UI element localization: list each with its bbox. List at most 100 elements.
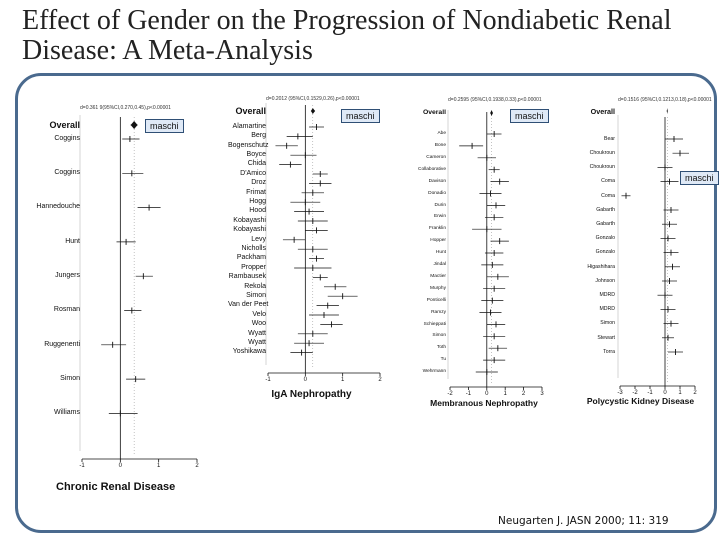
study-label: Erwin <box>434 214 446 220</box>
plot-title: Polycystic Kidney Disease <box>586 396 695 406</box>
overall-estimate-diamond <box>310 108 316 114</box>
study-label: Simon <box>432 333 446 339</box>
plot-title: IgA Nephropathy <box>271 389 352 400</box>
x-tick-label: 2 <box>521 391 526 397</box>
x-tick-label: -1 <box>647 390 653 396</box>
study-label: Hunt <box>435 250 446 256</box>
study-label: Nicholls <box>241 245 266 252</box>
study-label: Cameron <box>426 154 446 160</box>
slide-title: Effect of Gender on the Progression of N… <box>22 5 672 66</box>
study-label: Schieppati <box>423 321 446 327</box>
plot-stat-line: d=0.2595 (95%CI,0.1938,0.33),p<0.00001 <box>448 97 542 103</box>
maschi-badge: maschi <box>145 119 184 133</box>
study-label: Tu <box>440 357 446 363</box>
plot-stat-line: d=0.361 9(95%CI,0.270,0.45),p<0.00001 <box>80 105 171 111</box>
study-label: Rosman <box>53 306 80 314</box>
study-label: Choukroun <box>589 164 615 171</box>
x-tick-label: 1 <box>503 391 507 397</box>
study-label: Toth <box>436 345 446 351</box>
x-tick-label: -2 <box>447 391 453 397</box>
study-label: Levy <box>251 235 266 243</box>
study-label: Mactier <box>430 273 446 279</box>
x-tick-label: -1 <box>79 463 85 469</box>
study-label: Jungers <box>55 272 80 279</box>
study-label: Rekola <box>244 282 266 290</box>
study-label: Kobayashi <box>233 216 266 224</box>
study-label: Van der Peet <box>228 301 269 309</box>
study-label: Rambausek <box>228 273 266 281</box>
maschi-badge: maschi <box>680 171 719 185</box>
x-tick-label: 1 <box>340 377 345 383</box>
study-label: Bogenschutz <box>228 141 269 149</box>
plot-title: Membranous Nephropathy <box>430 398 538 408</box>
forest-plot-membranous-nephropathy: d=0.2595 (95%CI,0.1938,0.33),p<0.00001 M… <box>402 93 566 413</box>
study-label: Gonzalo <box>595 235 615 242</box>
forest-plot-iga-nephropathy: d=0.2012 (95%CI,0.1529,0.26),p<0.00001 I… <box>228 93 395 413</box>
study-label: Coggins <box>54 169 80 177</box>
maschi-badge: maschi <box>510 109 549 123</box>
study-label: Ruggenenti <box>44 340 80 348</box>
study-label: Hopper <box>430 238 446 244</box>
study-label: Collaborative <box>418 166 446 172</box>
x-tick-label: -1 <box>265 377 271 383</box>
study-label: Gabarth <box>596 206 615 213</box>
x-tick-label: -3 <box>617 390 623 396</box>
study-label: Williams <box>53 409 80 417</box>
x-tick-label: 1 <box>156 463 161 469</box>
study-label: Hood <box>249 207 266 215</box>
overall-label: Overall <box>590 106 615 116</box>
maschi-badge: maschi <box>341 109 380 123</box>
study-label: Gonzalo <box>595 249 615 256</box>
forest-plot-svg <box>265 103 381 376</box>
x-tick-label: -2 <box>632 390 638 396</box>
study-label: Ramzy <box>431 309 446 315</box>
x-tick-label: 0 <box>303 377 307 383</box>
study-label: Alamartine <box>232 122 266 130</box>
study-label: Berg <box>251 132 266 140</box>
study-label: Chida <box>247 160 266 168</box>
study-label: Hannedouche <box>36 203 80 211</box>
overall-estimate-diamond <box>130 121 138 129</box>
study-label: Choukroun <box>589 150 615 157</box>
study-label: Higashihara <box>587 263 615 270</box>
study-label: Durin <box>434 202 446 208</box>
study-label: Hogg <box>249 198 266 205</box>
citation: Neugarten J. JASN 2000; 11: 319 <box>498 515 669 527</box>
study-label: Simon <box>600 320 615 327</box>
x-tick-label: 0 <box>485 391 489 397</box>
x-tick-label: 0 <box>118 463 122 469</box>
study-label: Simon <box>60 374 80 382</box>
study-label: Packham <box>236 254 266 262</box>
study-label: Wyatt <box>248 329 266 337</box>
study-label: Simon <box>246 292 266 299</box>
study-label: Johnson <box>595 277 615 284</box>
overall-label: Overall <box>235 105 266 116</box>
study-label: Franklin <box>428 226 446 232</box>
overall-label: Overall <box>422 108 446 116</box>
study-label: Coggins <box>54 134 80 142</box>
study-label: Abe <box>437 131 446 137</box>
study-label: Wehrmann <box>422 369 446 375</box>
forest-plot-polycystic-kidney-disease: d=0.1516 (95%CI,0.1213,0.18),p<0.00001 P… <box>573 93 712 413</box>
study-label: Murphy <box>430 285 446 291</box>
x-tick-label: 3 <box>540 391 544 397</box>
study-label: Coma <box>601 192 615 199</box>
study-label: Frimat <box>246 188 266 196</box>
study-label: Stewart <box>597 334 615 341</box>
study-label: Yoshikawa <box>232 348 266 356</box>
study-label: Kobayashi <box>233 226 266 234</box>
study-label: Propper <box>241 263 266 271</box>
overall-estimate-diamond <box>666 108 668 114</box>
forest-plot-svg <box>79 115 198 462</box>
study-label: Boyce <box>246 151 266 158</box>
forest-plot-svg <box>617 108 696 389</box>
x-tick-label: 0 <box>663 390 667 396</box>
study-label: D'Amico <box>240 169 266 177</box>
study-label: Gabarth <box>596 221 615 228</box>
x-tick-label: 1 <box>678 390 682 396</box>
study-label: Ponticelli <box>426 297 446 303</box>
forest-plot-chronic-renal-disease: d=0.361 9(95%CI,0.270,0.45),p<0.00001 Ch… <box>22 93 208 497</box>
overall-label: Overall <box>49 119 80 130</box>
study-label: Woo <box>251 320 266 328</box>
study-label: Bone <box>434 143 446 149</box>
